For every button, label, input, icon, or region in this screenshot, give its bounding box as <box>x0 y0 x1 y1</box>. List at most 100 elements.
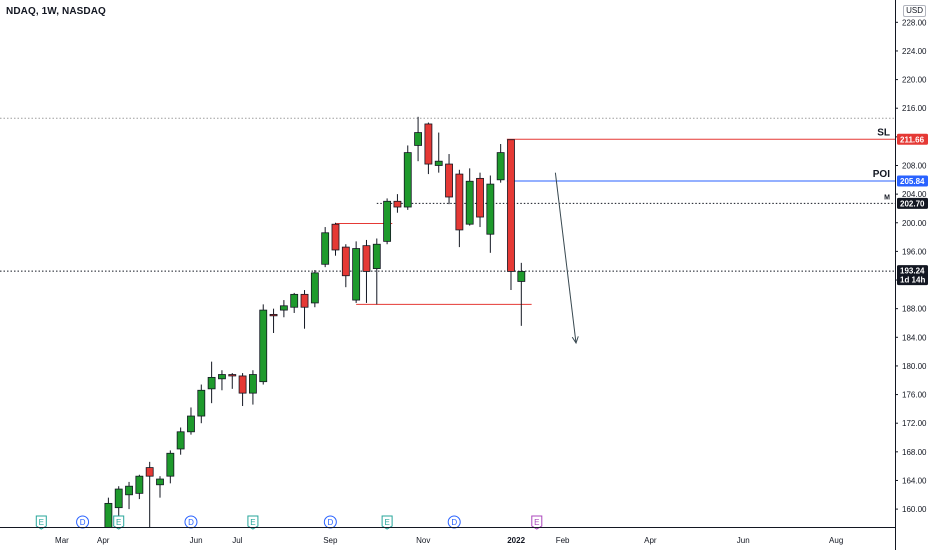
candle-body <box>249 374 257 394</box>
event-marker-label: E <box>39 518 44 527</box>
candle-body <box>104 502 113 527</box>
event-marker-d-3: D <box>184 515 198 529</box>
price-tick-label: 172.00 <box>902 419 927 428</box>
candle-5 <box>156 476 164 498</box>
event-marker-label: D <box>188 518 194 527</box>
time-tick-label: Jul <box>232 536 242 545</box>
candle-23 <box>341 244 350 288</box>
candle-body <box>114 488 123 509</box>
price-tick-label: 216.00 <box>902 104 927 113</box>
candle-body <box>393 200 402 208</box>
candle-36 <box>476 172 484 228</box>
candle-11 <box>218 370 226 391</box>
price-tick-label: 208.00 <box>902 161 927 170</box>
candle-35 <box>465 168 474 226</box>
candle-19 <box>300 290 309 329</box>
candle-body <box>434 160 443 166</box>
candle-body <box>507 139 515 272</box>
candle-body <box>486 183 495 235</box>
candle-33 <box>445 154 453 205</box>
candle-body <box>424 123 433 165</box>
trend-arrow-line <box>554 172 577 344</box>
price-tag-value: 205.84 <box>900 177 925 186</box>
price-tag-box <box>897 133 928 145</box>
time-tick-label: Apr <box>97 536 110 545</box>
price-tick-label: 188.00 <box>902 305 927 314</box>
event-marker-label: E <box>250 518 255 527</box>
candle-25 <box>362 239 371 303</box>
price-tick-label: 176.00 <box>902 391 927 400</box>
candle-body <box>465 180 474 225</box>
candle-17 <box>279 300 288 318</box>
candle-0 <box>104 497 113 527</box>
candle-29 <box>403 145 412 210</box>
candle-10 <box>207 361 216 404</box>
candle-21 <box>321 227 330 268</box>
price-tick-label: 184.00 <box>902 333 927 342</box>
candle-26 <box>372 238 381 305</box>
candle-body <box>383 200 392 242</box>
currency-badge[interactable]: USD <box>903 5 926 17</box>
candle-body <box>414 132 422 146</box>
candle-body <box>125 485 133 496</box>
candle-4 <box>145 461 154 527</box>
time-tick-label: Jun <box>190 536 203 545</box>
price-tag-value: 211.66 <box>900 135 925 144</box>
candle-body <box>269 313 278 317</box>
candle-body <box>331 223 340 251</box>
candle-12 <box>228 373 237 389</box>
event-marker-label: E <box>384 518 389 527</box>
price-tick-label: 196.00 <box>902 247 927 256</box>
candle-body <box>238 375 247 394</box>
candle-body <box>341 246 350 277</box>
time-tick-label: Aug <box>829 536 843 545</box>
price-tag-value: 193.24 <box>900 267 925 276</box>
candle-24 <box>352 241 361 303</box>
time-tick-label: Feb <box>556 536 570 545</box>
candle-body <box>290 293 299 308</box>
candle-32 <box>434 132 443 173</box>
candle-body <box>259 309 268 383</box>
candle-body <box>166 452 175 477</box>
candle-30 <box>414 116 422 162</box>
candle-16 <box>269 308 278 334</box>
price-tag-countdown: 1d 14h <box>900 276 925 285</box>
time-axis: Mar Apr Jun Jul Sep Nov 2022 Feb Apr Jun Aug <box>55 536 843 545</box>
time-tick-label: Sep <box>323 536 338 545</box>
price-tag-sl: 211.66 <box>897 133 928 145</box>
price-tick-label: 200.00 <box>902 219 927 228</box>
level-label-sl: SL <box>877 127 890 138</box>
candle-20 <box>310 270 319 308</box>
candle-28 <box>393 194 402 213</box>
candle-2 <box>125 481 133 510</box>
candle-39 <box>507 139 515 291</box>
event-marker-d-5: D <box>323 515 337 529</box>
price-tick-label: 224.00 <box>902 47 927 56</box>
candle-9 <box>197 384 206 424</box>
price-tick-label: 220.00 <box>902 76 927 85</box>
candle-body <box>197 389 206 417</box>
price-tick-label: 164.00 <box>902 476 927 485</box>
event-marker-label: E <box>534 518 539 527</box>
candle-22 <box>331 222 340 256</box>
candle-body <box>352 248 361 301</box>
price-tick-label: 168.00 <box>902 448 927 457</box>
candle-body <box>228 374 237 377</box>
event-marker-d-7: D <box>447 515 461 529</box>
candle-8 <box>187 407 195 435</box>
candle-body <box>218 374 226 380</box>
price-tag-box <box>897 197 928 209</box>
price-tag-box <box>897 265 928 286</box>
candle-body <box>445 163 453 198</box>
candle-14 <box>249 370 257 405</box>
candle-body <box>135 475 144 494</box>
candle-3 <box>135 474 144 500</box>
candle-31 <box>424 122 433 175</box>
price-tick-label: 180.00 <box>902 362 927 371</box>
event-marker-label: D <box>327 518 333 527</box>
candle-body <box>476 177 484 218</box>
price-tag-m: 202.70 <box>897 197 928 209</box>
time-tick-label: 2022 <box>507 536 525 545</box>
